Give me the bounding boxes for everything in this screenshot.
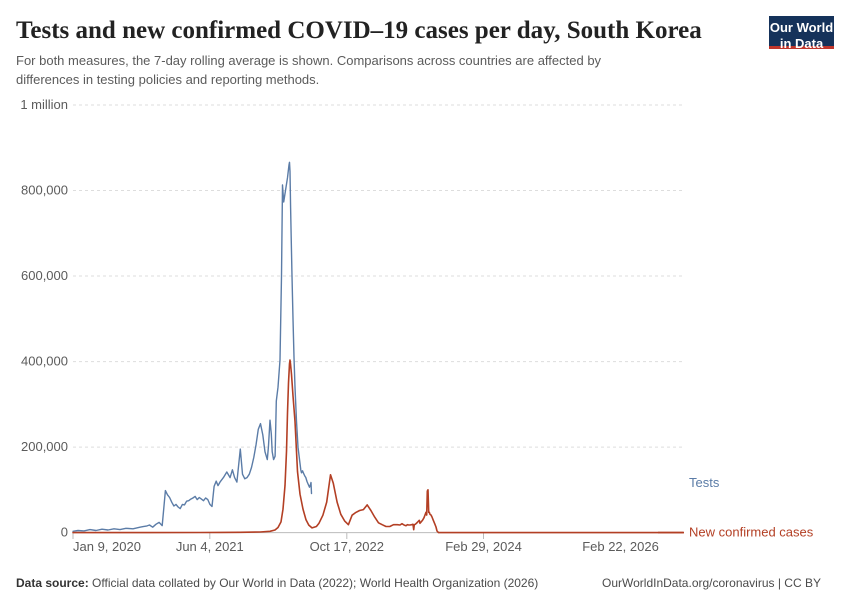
svg-text:New confirmed cases: New confirmed cases — [689, 525, 814, 540]
svg-text:400,000: 400,000 — [21, 354, 68, 369]
svg-text:Jan 9, 2020: Jan 9, 2020 — [73, 539, 141, 554]
svg-text:1 million: 1 million — [20, 97, 68, 112]
svg-text:Feb 22, 2026: Feb 22, 2026 — [582, 539, 659, 554]
svg-text:600,000: 600,000 — [21, 268, 68, 283]
svg-text:Tests: Tests — [689, 475, 720, 490]
svg-text:200,000: 200,000 — [21, 439, 68, 454]
svg-text:0: 0 — [61, 525, 68, 540]
svg-text:Feb 29, 2024: Feb 29, 2024 — [445, 539, 522, 554]
svg-text:Oct 17, 2022: Oct 17, 2022 — [310, 539, 384, 554]
svg-text:800,000: 800,000 — [21, 183, 68, 198]
svg-text:Jun 4, 2021: Jun 4, 2021 — [176, 539, 244, 554]
